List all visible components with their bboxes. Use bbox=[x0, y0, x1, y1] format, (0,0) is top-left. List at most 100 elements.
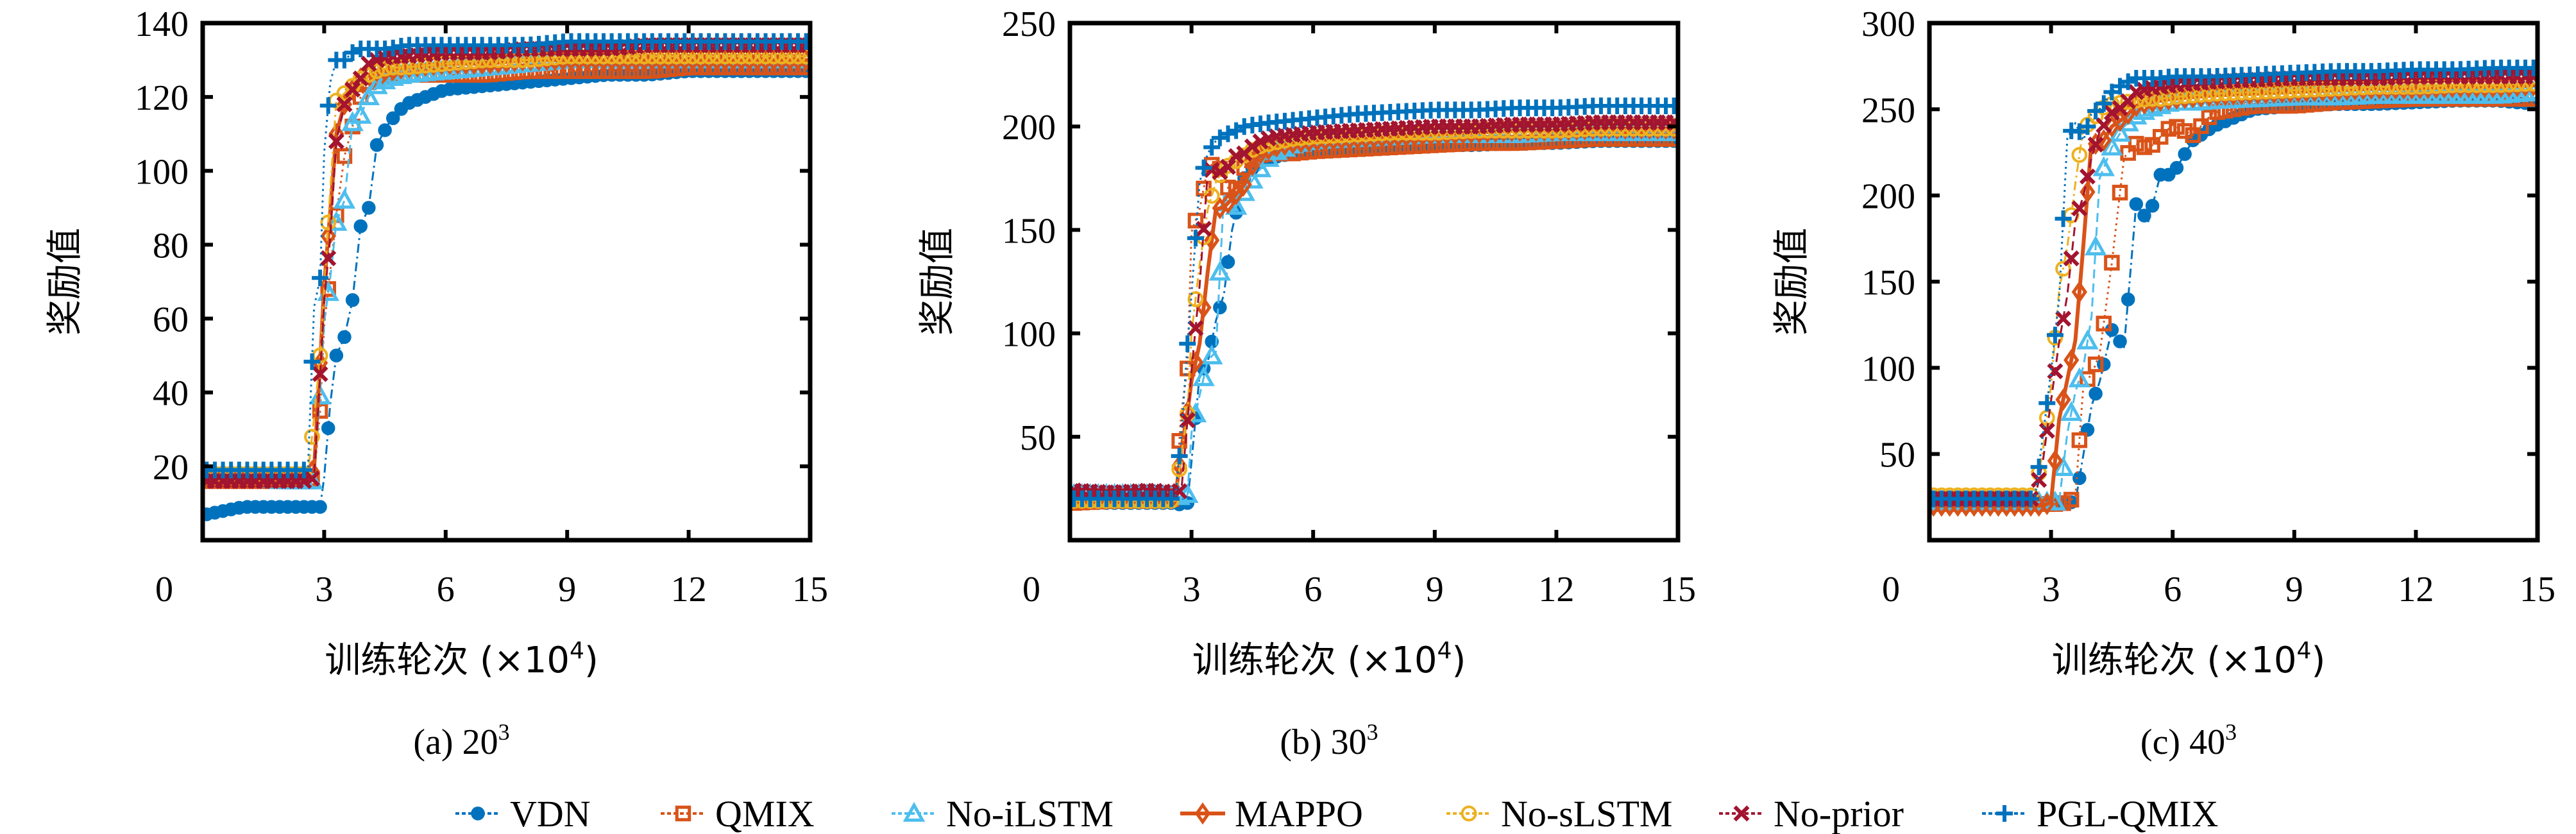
data-point bbox=[2298, 81, 2315, 98]
data-point bbox=[2250, 83, 2266, 100]
data-point bbox=[2160, 121, 2177, 137]
data-point bbox=[1213, 300, 1227, 315]
data-point bbox=[295, 461, 312, 479]
data-point bbox=[2129, 197, 2144, 211]
data-point bbox=[349, 103, 372, 124]
series-line-vdn bbox=[1933, 99, 2538, 504]
legend-marker bbox=[675, 805, 691, 822]
data-point bbox=[2178, 147, 2192, 161]
data-point bbox=[2209, 85, 2226, 102]
data-point bbox=[1179, 412, 1196, 429]
data-point bbox=[2347, 80, 2364, 96]
x-axis-title-main: 训练轮次 (×10 bbox=[2052, 640, 2297, 681]
data-point bbox=[309, 384, 332, 405]
data-point bbox=[1179, 335, 1196, 352]
series-markers-mappo bbox=[1070, 117, 1678, 510]
data-point bbox=[2323, 80, 2339, 97]
y-tick-label: 50 bbox=[1879, 436, 1915, 475]
panel-caption: (a) 203 bbox=[413, 719, 509, 762]
data-point bbox=[312, 269, 329, 287]
series-markers-no-ilstm bbox=[1929, 80, 2538, 511]
data-point bbox=[2092, 156, 2115, 176]
x-tick-label: 0 bbox=[1882, 570, 1900, 609]
x-tick-label: 15 bbox=[792, 570, 828, 609]
data-point bbox=[1221, 255, 1235, 269]
series-line-no-prior bbox=[1074, 121, 1678, 494]
series-markers-pgl-qmix bbox=[203, 33, 810, 479]
series-line-no-slstm bbox=[207, 55, 810, 475]
data-point bbox=[352, 70, 369, 87]
data-point bbox=[417, 57, 434, 74]
data-point bbox=[2387, 79, 2404, 95]
panel-caption-sup: 3 bbox=[498, 719, 510, 745]
data-point bbox=[1187, 230, 1204, 247]
data-point bbox=[2314, 81, 2331, 98]
panel-caption-sup: 3 bbox=[2225, 719, 2237, 745]
data-point bbox=[2079, 168, 2096, 185]
data-point bbox=[2193, 87, 2209, 103]
series-line-vdn bbox=[1074, 140, 1678, 506]
x-axis-title-main: 训练轮次 (×10 bbox=[1192, 640, 1437, 681]
data-point bbox=[2031, 472, 2047, 488]
data-point bbox=[2113, 334, 2127, 348]
y-tick-label: 40 bbox=[153, 374, 189, 414]
data-point bbox=[329, 348, 344, 362]
y-tick-label: 150 bbox=[1002, 211, 1056, 251]
data-point bbox=[2169, 89, 2185, 105]
legend-item-qmix: QMIX bbox=[661, 793, 815, 834]
panel-caption-sup: 3 bbox=[1367, 719, 1378, 745]
data-point bbox=[2120, 145, 2136, 161]
data-point bbox=[325, 210, 348, 231]
y-tick-label: 150 bbox=[1861, 263, 1915, 303]
y-tick-label: 100 bbox=[135, 152, 189, 192]
data-point bbox=[2052, 456, 2074, 477]
data-point bbox=[2038, 422, 2055, 439]
data-point bbox=[2176, 123, 2193, 139]
series-markers-no-slstm bbox=[1929, 75, 2538, 504]
data-point bbox=[2055, 260, 2071, 277]
legend-label: No-prior bbox=[1774, 793, 1904, 834]
legend-marker bbox=[1733, 805, 1750, 822]
data-point bbox=[362, 201, 376, 215]
data-point bbox=[401, 59, 418, 75]
legend-marker bbox=[1194, 802, 1211, 825]
data-point bbox=[2038, 395, 2056, 412]
data-point bbox=[2217, 85, 2233, 101]
series-line-no-slstm bbox=[1933, 82, 2538, 497]
data-point bbox=[2112, 184, 2128, 201]
x-tick-label: 12 bbox=[671, 570, 707, 609]
x-tick-label: 9 bbox=[2285, 570, 2303, 609]
data-point bbox=[2339, 80, 2355, 96]
data-point bbox=[2080, 180, 2096, 203]
data-point bbox=[2193, 118, 2209, 134]
x-axis-title-end: ) bbox=[2311, 640, 2325, 681]
y-tick-label: 20 bbox=[153, 448, 189, 488]
data-point bbox=[313, 500, 327, 514]
data-point bbox=[360, 55, 377, 72]
y-tick-label: 80 bbox=[153, 226, 189, 266]
y-tick-label: 250 bbox=[1861, 90, 1915, 130]
data-point bbox=[2068, 367, 2091, 387]
legend-label: No-sLSTM bbox=[1501, 793, 1672, 834]
legend-marker bbox=[471, 806, 485, 821]
series-markers-qmix bbox=[1929, 90, 2538, 512]
data-point bbox=[2525, 68, 2538, 85]
data-point bbox=[2087, 136, 2104, 153]
data-point bbox=[369, 63, 385, 80]
data-point bbox=[319, 97, 337, 114]
data-point bbox=[2089, 386, 2103, 401]
legend-marker bbox=[1996, 805, 2013, 822]
legend-marker bbox=[902, 801, 926, 822]
data-point bbox=[2428, 78, 2445, 94]
data-point bbox=[2101, 135, 2123, 156]
series-markers-no-prior bbox=[1070, 114, 1678, 501]
data-point bbox=[328, 133, 344, 149]
data-point bbox=[2104, 255, 2120, 271]
data-point bbox=[2087, 356, 2104, 373]
x-axis-title-end: ) bbox=[584, 640, 598, 681]
panel-caption: (b) 303 bbox=[1280, 719, 1378, 762]
panel-caption-main: (c) 40 bbox=[2140, 722, 2225, 762]
x-tick-label: 0 bbox=[155, 570, 173, 609]
data-point bbox=[2419, 78, 2436, 95]
